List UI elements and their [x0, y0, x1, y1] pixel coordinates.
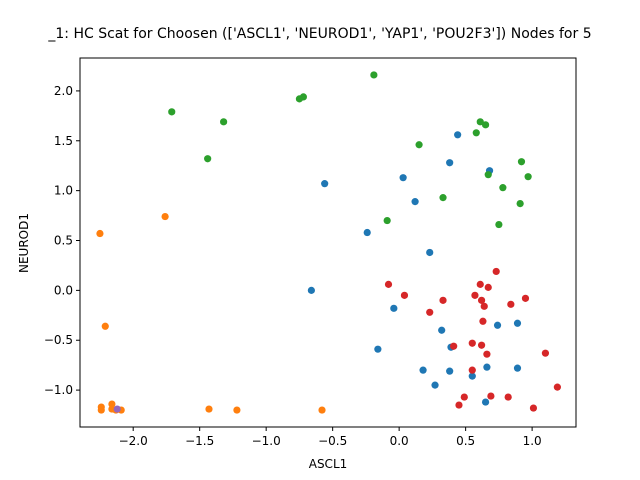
- scatter-point-series-0: [431, 381, 439, 389]
- y-tick-label: 0.0: [54, 283, 73, 297]
- scatter-point-series-1: [108, 400, 116, 408]
- x-tick-label: −2.0: [119, 434, 148, 448]
- scatter-point-series-0: [390, 304, 398, 312]
- scatter-point-series-1: [161, 212, 169, 221]
- scatter-point-series-2: [415, 141, 423, 149]
- scatter-point-series-3: [455, 401, 463, 409]
- scatter-point-series-1: [318, 406, 326, 414]
- scatter-point-series-3: [476, 280, 484, 288]
- scatter-point-series-0: [481, 398, 490, 406]
- scatter-point-series-3: [477, 341, 486, 349]
- scatter-point-series-0: [483, 363, 491, 371]
- scatter-point-series-0: [426, 248, 434, 257]
- scatter-point-series-1: [205, 405, 213, 413]
- plot-frame: [79, 57, 577, 428]
- scatter-point-series-0: [419, 366, 427, 374]
- scatter-point-series-2: [484, 171, 492, 179]
- scatter-point-series-3: [507, 300, 515, 308]
- scatter-point-series-1: [101, 322, 109, 330]
- scatter-point-series-3: [439, 296, 447, 304]
- scatter-point-series-0: [411, 198, 419, 206]
- scatter-point-series-0: [321, 180, 329, 188]
- scatter-point-series-3: [477, 296, 486, 304]
- y-tick-label: 1.5: [54, 134, 73, 148]
- y-tick-label: 2.0: [54, 84, 73, 98]
- scatter-point-series-2: [472, 129, 480, 137]
- scatter-point-series-3: [541, 349, 550, 357]
- scatter-point-series-0: [438, 326, 446, 334]
- scatter-point-series-3: [468, 366, 476, 374]
- scatter-point-series-2: [481, 121, 490, 129]
- scatter-point-series-1: [233, 406, 241, 414]
- scatter-point-series-2: [220, 118, 228, 126]
- y-axis-ticks: −1.0 −0.5 0.0 0.5 1.0 1.5 2.0: [44, 84, 80, 397]
- x-axis-label: ASCL1: [309, 457, 348, 471]
- scatter-point-series-3: [487, 392, 495, 400]
- scatter-point-series-0: [446, 159, 454, 167]
- scatter-point-series-3: [400, 291, 409, 299]
- y-axis-label: NEUROD1: [17, 213, 31, 273]
- x-tick-label: −0.5: [318, 434, 347, 448]
- scatter-point-series-2: [204, 155, 212, 163]
- y-tick-label: −1.0: [44, 383, 73, 397]
- scatter-point-series-3: [484, 283, 492, 291]
- scatter-point-series-3: [460, 393, 468, 401]
- scatter-point-series-3: [529, 404, 538, 412]
- x-tick-label: 1.0: [523, 434, 542, 448]
- scatter-point-series-3: [450, 342, 458, 350]
- scatter-point-series-3: [521, 294, 530, 302]
- scatter-point-series-3: [479, 317, 487, 325]
- scatter-point-series-0: [363, 228, 371, 237]
- scatter-point-series-2: [370, 71, 378, 79]
- scatter-point-series-0: [307, 286, 315, 294]
- y-tick-label: −0.5: [44, 333, 73, 347]
- y-tick-label: 0.5: [54, 234, 73, 248]
- scatter-point-series-3: [471, 291, 479, 299]
- scatter-point-series-2: [383, 216, 391, 225]
- scatter-point-series-0: [446, 367, 454, 375]
- scatter-point-series-2: [517, 158, 526, 166]
- y-tick-label: 1.0: [54, 184, 73, 198]
- scatter-point-series-2: [524, 173, 532, 181]
- scatter-point-series-3: [553, 383, 561, 391]
- scatter-point-series-3: [483, 350, 491, 358]
- scatter-point-series-3: [492, 267, 500, 276]
- scatter-point-series-2: [168, 108, 176, 116]
- scatter-point-series-2: [439, 194, 447, 202]
- scatter-point-series-3: [480, 302, 488, 310]
- scatter-point-series-1: [96, 229, 104, 238]
- scatter-point-series-3: [384, 280, 393, 288]
- chart-title: _1: HC Scat for Choosen (['ASCL1', 'NEUR…: [47, 26, 591, 42]
- scatter-point-series-0: [513, 364, 522, 372]
- scatter-point-series-0: [454, 131, 462, 139]
- scatter-points: [96, 71, 561, 414]
- scatter-point-series-2: [495, 220, 503, 229]
- scatter-point-series-3: [504, 393, 512, 401]
- scatter-point-series-2: [516, 200, 524, 208]
- x-axis-ticks: −2.0 −1.5 −1.0 −0.5 0.0 0.5 1.0: [119, 427, 542, 448]
- scatter-point-series-3: [426, 308, 434, 316]
- scatter-point-series-0: [374, 345, 382, 353]
- x-tick-label: −1.5: [185, 434, 214, 448]
- scatter-point-series-2: [295, 95, 304, 103]
- x-tick-label: 0.5: [456, 434, 475, 448]
- scatter-point-series-2: [476, 118, 484, 126]
- scatter-point-series-0: [493, 321, 502, 329]
- scatter-point-series-0: [513, 319, 522, 327]
- x-tick-label: −1.0: [252, 434, 281, 448]
- scatter-point-series-4: [113, 405, 121, 413]
- scatter-point-series-1: [97, 406, 105, 414]
- scatter-point-series-2: [499, 184, 507, 192]
- x-tick-label: 0.0: [390, 434, 409, 448]
- scatter-point-series-3: [468, 339, 476, 347]
- scatter-point-series-0: [468, 372, 476, 380]
- scatter-point-series-0: [399, 174, 407, 182]
